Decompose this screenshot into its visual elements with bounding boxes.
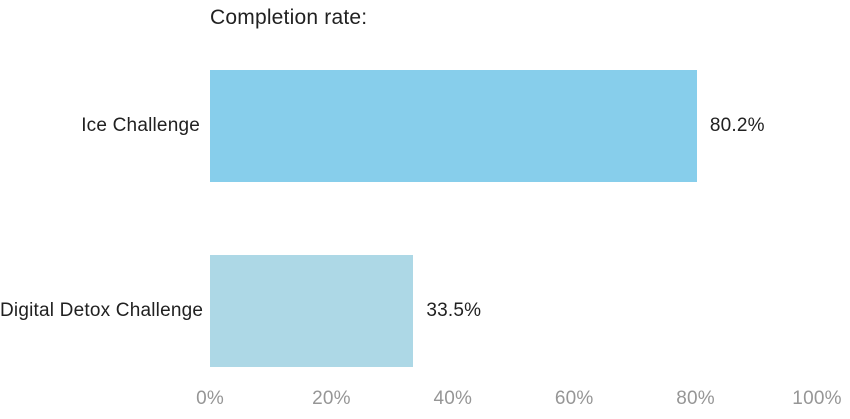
bar-digital-detox — [210, 255, 414, 367]
x-tick: 80% — [676, 388, 715, 409]
plot-area: 33.5% — [210, 255, 817, 367]
x-tick: 20% — [312, 388, 351, 409]
chart-title: Completion rate: — [210, 6, 368, 29]
value-label-ice-challenge: 80.2% — [709, 115, 765, 136]
x-axis: 0% 20% 40% 60% 80% 100% — [196, 388, 841, 412]
category-label-digital-detox: Digital Detox Challenge — [0, 300, 204, 321]
value-label-digital-detox: 33.5% — [426, 300, 482, 321]
bar-ice-challenge — [210, 70, 697, 182]
x-tick: 60% — [554, 388, 594, 409]
plot-area: 80.2% — [210, 70, 817, 182]
x-tick: 40% — [433, 388, 473, 409]
bar-row-ice-challenge: Ice Challenge 80.2% — [0, 70, 817, 182]
bar-row-digital-detox: Digital Detox Challenge 33.5% — [0, 255, 817, 367]
x-tick: 100% — [792, 388, 842, 409]
x-tick: 0% — [196, 388, 224, 409]
category-label-ice-challenge: Ice Challenge — [81, 115, 200, 136]
